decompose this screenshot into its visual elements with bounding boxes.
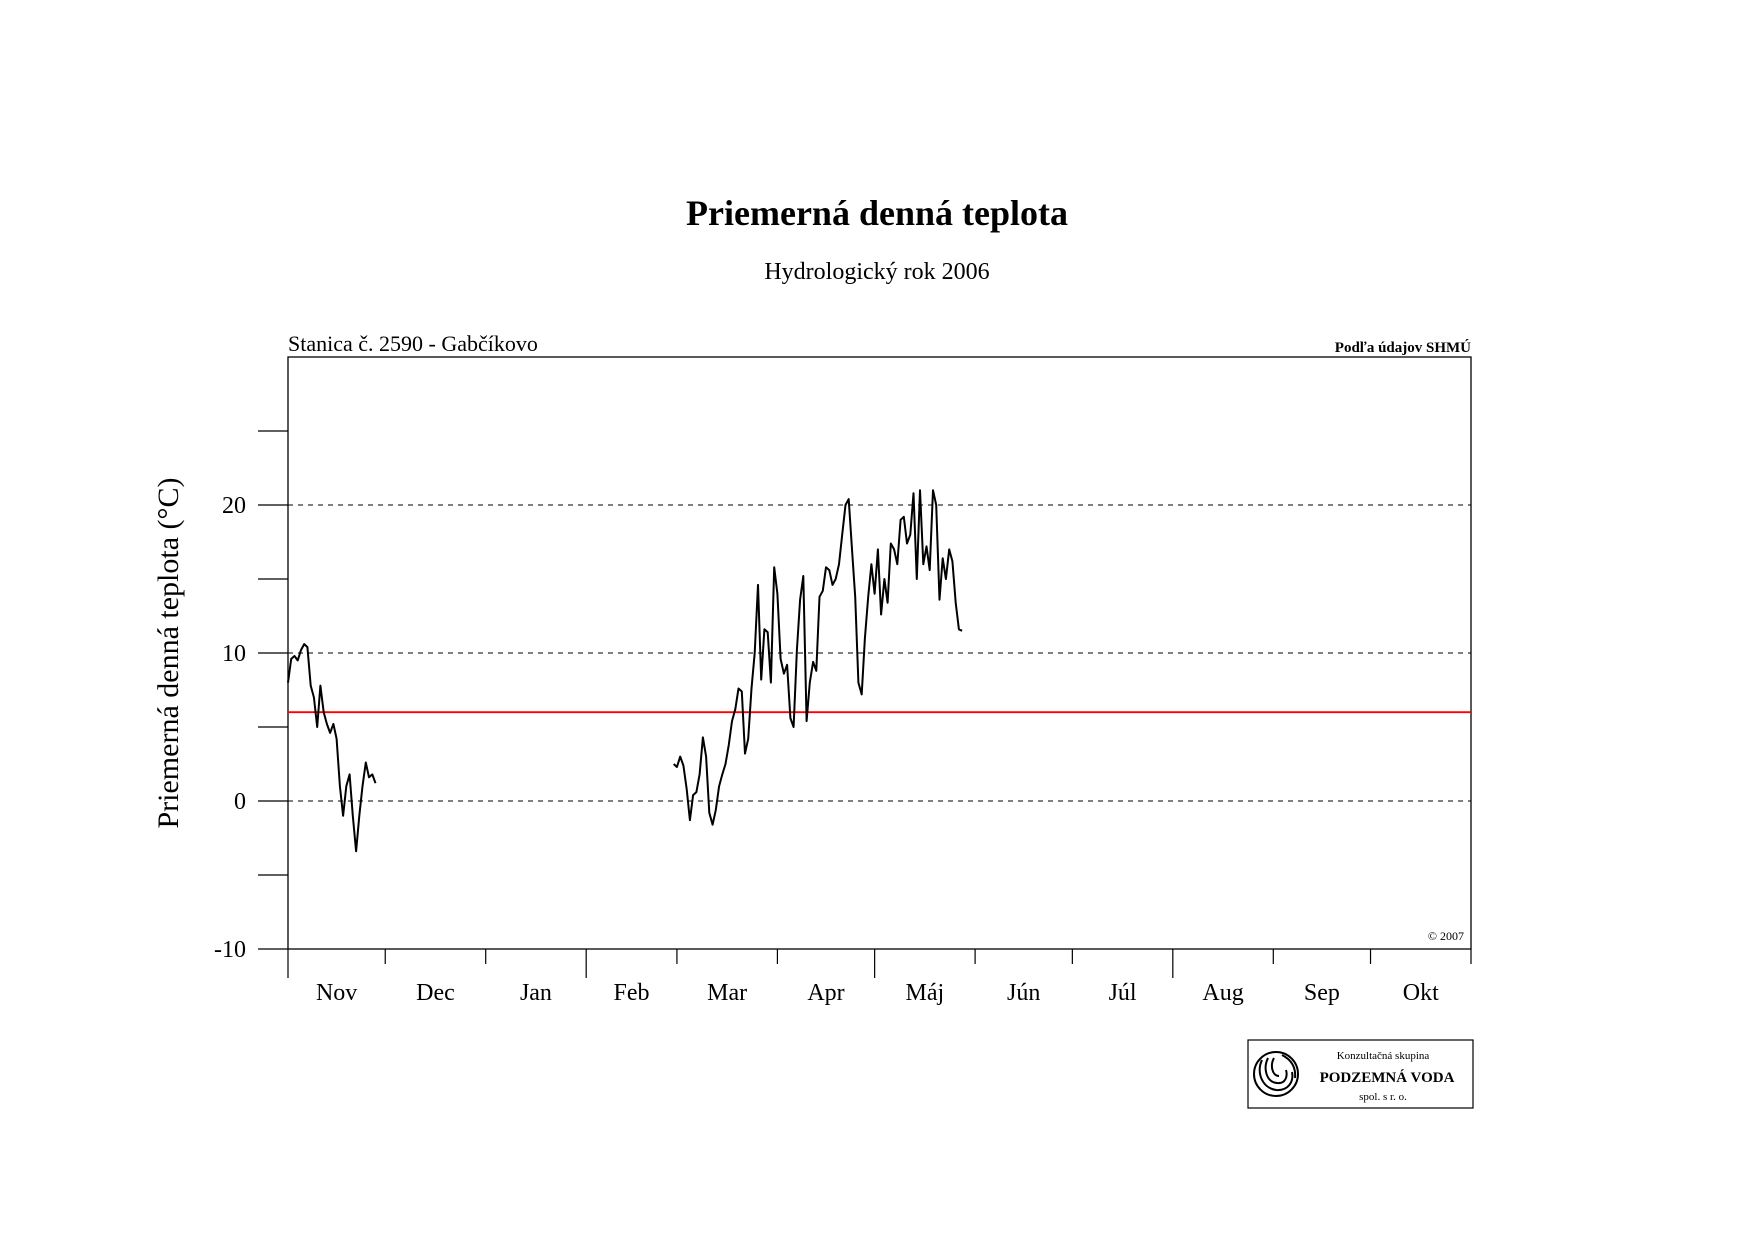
- month-label: Mar: [707, 980, 747, 1006]
- chart-title: Priemerná denná teplota: [686, 193, 1068, 233]
- month-label: Dec: [416, 980, 455, 1006]
- month-label: Nov: [316, 980, 357, 1006]
- y-axis: -10 0 10 20: [214, 430, 288, 963]
- logo-line-2: PODZEMNÁ VODA: [1320, 1069, 1455, 1086]
- logo-mark-icon: [1253, 1051, 1299, 1097]
- y-tick-label: 10: [222, 641, 246, 667]
- logo-line-3: spol. s r. o.: [1359, 1091, 1407, 1103]
- month-label: Feb: [614, 980, 650, 1006]
- logo-line-1: Konzultačná skupina: [1337, 1050, 1430, 1062]
- series-temperature: [287, 489, 963, 853]
- company-logo: Konzultačná skupina PODZEMNÁ VODA spol. …: [1247, 1039, 1474, 1109]
- month-label: Apr: [807, 980, 844, 1006]
- copyright-label: © 2007: [1428, 929, 1464, 943]
- x-axis: Nov Dec Jan Feb Mar Apr Máj Jún Júl Aug Sep Okt: [287, 949, 1472, 1006]
- month-label: Jún: [1007, 980, 1040, 1006]
- y-tick-label: 20: [222, 493, 246, 519]
- y-axis-label: Priemerná denná teplota (°C): [152, 477, 185, 828]
- chart-subtitle: Hydrologický rok 2006: [764, 259, 989, 285]
- month-label: Aug: [1202, 980, 1243, 1006]
- month-label: Jan: [520, 980, 552, 1006]
- logo-frame: [1247, 1039, 1474, 1109]
- series-line-segment: [287, 643, 377, 853]
- plot-area: -10 0 10 20 Nov Dec Jan Feb Mar Apr Máj Jún Júl Aug S…: [214, 356, 1472, 1006]
- month-label: Okt: [1403, 980, 1439, 1006]
- month-label: Máj: [906, 980, 945, 1006]
- source-label: Podľa údajov SHMÚ: [1335, 339, 1471, 356]
- series-line-segment: [673, 489, 963, 826]
- station-label: Stanica č. 2590 - Gabčíkovo: [288, 331, 538, 356]
- y-tick-label: -10: [214, 937, 246, 963]
- y-tick-label: 0: [234, 789, 246, 815]
- month-label: Sep: [1304, 980, 1340, 1006]
- month-label: Júl: [1109, 980, 1137, 1006]
- gridlines: [288, 504, 1471, 802]
